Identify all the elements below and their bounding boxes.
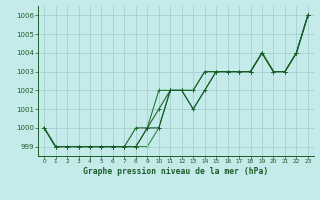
X-axis label: Graphe pression niveau de la mer (hPa): Graphe pression niveau de la mer (hPa) <box>84 167 268 176</box>
